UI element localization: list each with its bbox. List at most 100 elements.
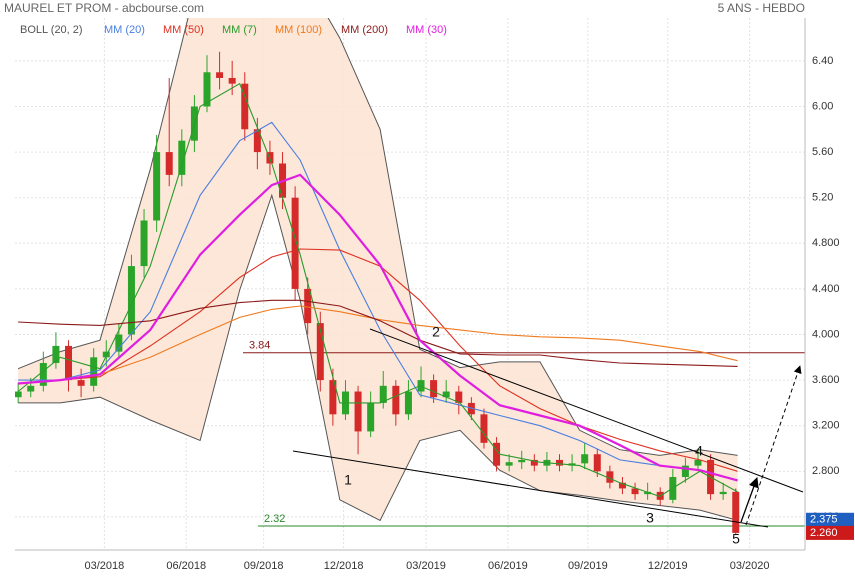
candle-body xyxy=(316,323,324,381)
wave-label: 4 xyxy=(695,443,703,459)
x-tick-label: 09/2018 xyxy=(244,560,284,572)
candle-body xyxy=(593,454,601,472)
candle-body xyxy=(581,454,589,464)
candle-body xyxy=(304,288,312,324)
candle-body xyxy=(518,459,526,463)
candle-body xyxy=(178,140,186,175)
candle-body xyxy=(606,471,614,483)
x-tick-label: 06/2019 xyxy=(488,560,528,572)
price-label: 2.375 xyxy=(810,514,838,526)
y-tick-label: 2.800 xyxy=(812,465,840,477)
x-tick-label: 03/2020 xyxy=(730,560,770,572)
legend-entry: MM (50) xyxy=(163,24,204,36)
wave-label: 1 xyxy=(344,472,352,488)
candle-body xyxy=(367,402,375,432)
y-tick-label: 6.40 xyxy=(812,55,833,67)
candle-body xyxy=(52,345,60,364)
candle-body xyxy=(681,465,689,478)
price-label: 2.260 xyxy=(810,527,838,539)
candle-body xyxy=(329,380,337,415)
candle-body xyxy=(442,391,450,398)
candle-body xyxy=(241,83,249,130)
candle-body xyxy=(39,363,47,386)
price-box xyxy=(806,512,854,527)
candle-body xyxy=(732,491,740,533)
level-label: 2.32 xyxy=(264,513,285,525)
candle-body xyxy=(719,491,727,495)
candle-body xyxy=(291,197,299,289)
ma-line xyxy=(17,82,738,498)
candle-body xyxy=(505,462,513,466)
candle-body xyxy=(15,391,22,398)
wave-label: 3 xyxy=(646,510,654,526)
y-tick-label: 5.20 xyxy=(812,192,833,204)
band-line xyxy=(18,193,738,522)
candle-body xyxy=(27,385,35,392)
ma-line xyxy=(18,299,738,367)
legend-entry: MM (7) xyxy=(222,24,257,36)
x-tick-label: 06/2018 xyxy=(166,560,206,572)
legend-entry: MM (200) xyxy=(341,24,388,36)
candle-body xyxy=(203,72,211,107)
chart-subtitle: 5 ANS - HEBDO xyxy=(718,1,805,15)
candle-body xyxy=(556,459,564,466)
level-label: 3.84 xyxy=(249,340,270,352)
candle-body xyxy=(228,77,236,84)
y-tick-label: 6.00 xyxy=(812,100,833,112)
y-tick-label: 3.600 xyxy=(812,374,840,386)
dashed-arrow xyxy=(745,365,802,526)
x-tick-label: 09/2019 xyxy=(568,560,608,572)
chart-title: MAUREL ET PROM - abcbourse.com xyxy=(4,1,204,15)
candle-body xyxy=(140,220,148,267)
y-tick-label: 3.200 xyxy=(812,420,840,432)
candle-body xyxy=(153,152,161,221)
y-tick-label: 4.800 xyxy=(812,237,840,249)
candle-body xyxy=(493,442,501,466)
legend-entry: MM (100) xyxy=(275,24,322,36)
candle-body xyxy=(694,459,702,466)
ma-line xyxy=(18,121,738,481)
candle-body xyxy=(644,491,652,495)
candle-body xyxy=(530,459,538,466)
candle-body xyxy=(430,380,438,398)
candle-body xyxy=(455,391,463,403)
candle-body xyxy=(115,334,123,352)
candle-body xyxy=(165,152,173,175)
candle-body xyxy=(379,385,387,403)
wave-label: 2 xyxy=(432,324,440,340)
band-fill xyxy=(18,18,738,521)
x-tick-label: 03/2019 xyxy=(406,560,446,572)
plot-area xyxy=(15,18,805,550)
candle-body xyxy=(216,72,224,78)
y-tick-label: 4.400 xyxy=(812,283,840,295)
legend-entry: MM (30) xyxy=(406,24,447,36)
candle-body xyxy=(618,482,626,489)
candle-body xyxy=(127,266,135,335)
band-line xyxy=(17,18,738,456)
ma-line xyxy=(60,248,738,472)
wave-label: 5 xyxy=(732,531,740,547)
candle-body xyxy=(480,414,488,443)
x-tick-label: 03/2018 xyxy=(85,560,125,572)
price-box xyxy=(806,525,854,540)
candle-body xyxy=(392,385,400,415)
ma-line xyxy=(99,305,738,375)
trend-line xyxy=(369,328,804,493)
y-tick-label: 5.60 xyxy=(812,146,833,158)
x-tick-label: 12/2019 xyxy=(648,560,688,572)
arrow xyxy=(740,477,759,523)
legend-entry: BOLL (20, 2) xyxy=(20,24,83,36)
x-tick-label: 12/2018 xyxy=(324,560,364,572)
candle-body xyxy=(65,345,73,381)
candle-body xyxy=(404,391,412,415)
ma-line xyxy=(18,173,738,482)
candle-body xyxy=(77,380,85,386)
candle-body xyxy=(354,391,362,432)
candle-body xyxy=(631,488,639,495)
overlay xyxy=(292,328,804,528)
legend-entry: MM (20) xyxy=(104,24,145,36)
candle-body xyxy=(253,129,261,153)
y-tick-label: 4.000 xyxy=(812,328,840,340)
trend-line xyxy=(292,450,769,528)
